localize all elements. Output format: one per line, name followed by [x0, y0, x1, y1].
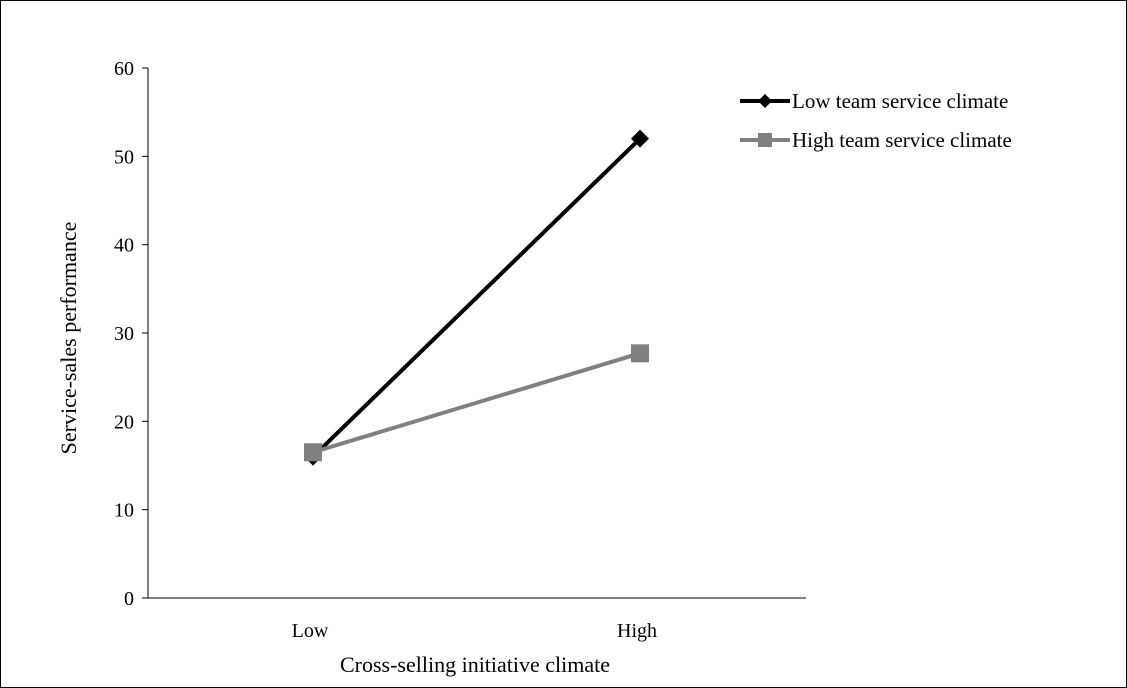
- series-2: [304, 344, 649, 462]
- x-axis-ticks: Low High: [292, 620, 657, 642]
- y-tick-label: 10: [114, 500, 134, 522]
- y-tick-label: 40: [114, 235, 134, 257]
- x-tick-label: Low: [292, 620, 329, 642]
- series-line: [311, 137, 642, 459]
- x-tick-label: High: [617, 620, 657, 642]
- y-tick-label: 60: [114, 58, 134, 80]
- axes: [147, 68, 806, 599]
- legend-marker: [758, 94, 772, 108]
- data-point-marker: [631, 344, 649, 363]
- legend-item: High team service climate: [740, 128, 1012, 152]
- data-point-marker: [631, 129, 649, 148]
- data-point-marker: [304, 443, 322, 462]
- series-line: [312, 351, 641, 455]
- y-tick-label: 30: [114, 323, 134, 345]
- series-1: [304, 129, 649, 466]
- legend-label: High team service climate: [792, 128, 1012, 152]
- x-axis-title: Cross-selling initiative climate: [340, 652, 610, 677]
- series-layer: [304, 129, 649, 466]
- legend-item: Low team service climate: [740, 89, 1008, 113]
- legend: Low team service climate High team servic…: [740, 89, 1012, 152]
- legend-marker: [758, 133, 772, 147]
- y-tick-label: 50: [114, 146, 134, 168]
- y-axis-ticks: 0 10 20 30 40 50 60: [114, 58, 148, 610]
- legend-label: Low team service climate: [792, 89, 1008, 113]
- y-tick-label: 20: [114, 411, 134, 433]
- y-axis-title: Service-sales performance: [56, 222, 81, 455]
- y-tick-label: 0: [124, 588, 134, 610]
